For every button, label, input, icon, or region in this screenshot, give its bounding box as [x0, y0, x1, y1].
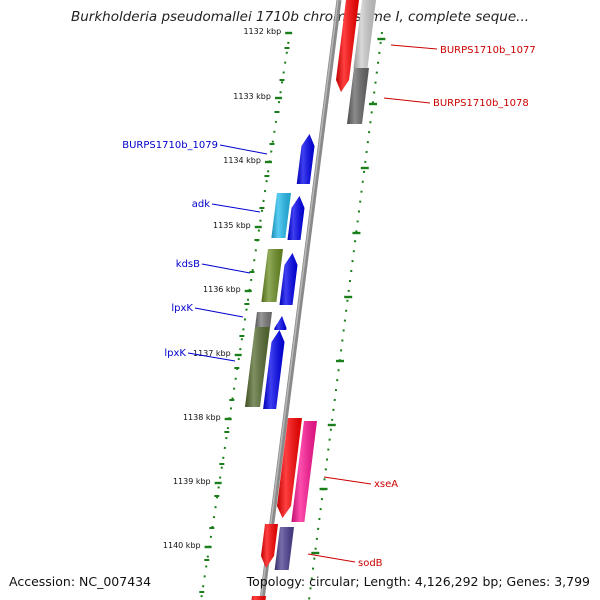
gene-feature-reverse-shading — [274, 316, 287, 330]
summary-text: Topology: circular; Length: 4,126,292 bp… — [246, 574, 590, 589]
leader-line-burps1710b-1079 — [219, 144, 268, 155]
gene-labels: BURPS1710b_1077 BURPS1710b_1078 BURPS1710b… — [122, 44, 536, 569]
ruler-tick-label: 1133 kbp — [233, 92, 271, 101]
gene-label-burps1710b-1078: BURPS1710b_1078 — [433, 98, 529, 109]
gene-label-xsea: xseA — [374, 479, 398, 490]
gene-feature-lpxk-grey-shading — [255, 312, 272, 327]
gene-label-lpxk: lpxK — [164, 348, 186, 359]
gene-feature-forward-shading — [277, 418, 302, 518]
leader-line-lpxk — [194, 307, 244, 318]
leader-line-kdsb — [201, 263, 251, 274]
leader-line-adk — [211, 203, 261, 213]
outer-ruler-dots — [308, 31, 383, 600]
gene-feature-reverse-shading — [263, 330, 285, 409]
gene-label-sodb: sodB — [358, 558, 383, 569]
ruler-tick-label: 1139 kbp — [173, 477, 211, 486]
backbone-highlight — [260, 0, 339, 600]
ruler-tick-label: 1132 kbp — [243, 27, 281, 36]
gene-feature-forward-shading — [251, 596, 266, 600]
gene-feature-adk-shading — [271, 193, 291, 238]
gene-feature-reverse-shading — [287, 196, 305, 240]
gene-feature-lpxk-shading — [245, 327, 270, 407]
leader-line-sodb — [307, 553, 356, 563]
gene-feature-xsea-shading — [291, 421, 317, 522]
inner-ruler-dots — [200, 31, 291, 600]
ruler-tick-label: 1134 kbp — [223, 156, 261, 165]
ruler-tick-label: 1140 kbp — [163, 541, 201, 550]
leader-line-burps1710b-1078 — [383, 97, 431, 104]
leader-line-lpxk — [187, 352, 236, 362]
gene-features — [245, 0, 376, 600]
ruler-ticks: 1132 kbp 1133 kbp 1134 kbp 1135 kbp 1136 kbp… — [163, 27, 386, 593]
gene-feature-forward-shading — [261, 524, 278, 568]
gene-feature-burps1710b-1077-shading — [353, 0, 376, 68]
gene-feature-burps1710b-1079-shading — [296, 134, 315, 184]
gene-feature-forward-shading — [336, 0, 359, 92]
backbone-line — [259, 0, 342, 600]
ruler-tick-label: 1138 kbp — [183, 413, 221, 422]
accession-text: Accession: NC_007434 — [9, 574, 152, 589]
gene-label-burps1710b-1079: BURPS1710b_1079 — [122, 140, 218, 151]
ruler-tick-label: 1136 kbp — [203, 285, 241, 294]
map-title: Burkholderia pseudomallei 1710b chromoso… — [70, 9, 530, 25]
gene-feature-burps1710b-1078-shading — [347, 68, 369, 124]
ruler-tick-label: 1137 kbp — [193, 349, 231, 358]
gene-feature-kdsb-shading — [261, 249, 283, 302]
gene-label-kdsb: kdsB — [176, 259, 200, 270]
leader-line-burps1710b-1077 — [390, 44, 438, 50]
leader-line-xsea — [323, 476, 372, 485]
gene-label-adk: adk — [192, 199, 210, 210]
gene-feature-reverse-shading — [279, 253, 298, 305]
gene-label-lpxk: lpxK — [171, 303, 193, 314]
ruler-tick-label: 1135 kbp — [213, 221, 251, 230]
gene-feature-sodb-shading — [274, 527, 294, 570]
gene-label-burps1710b-1077: BURPS1710b_1077 — [440, 45, 536, 56]
